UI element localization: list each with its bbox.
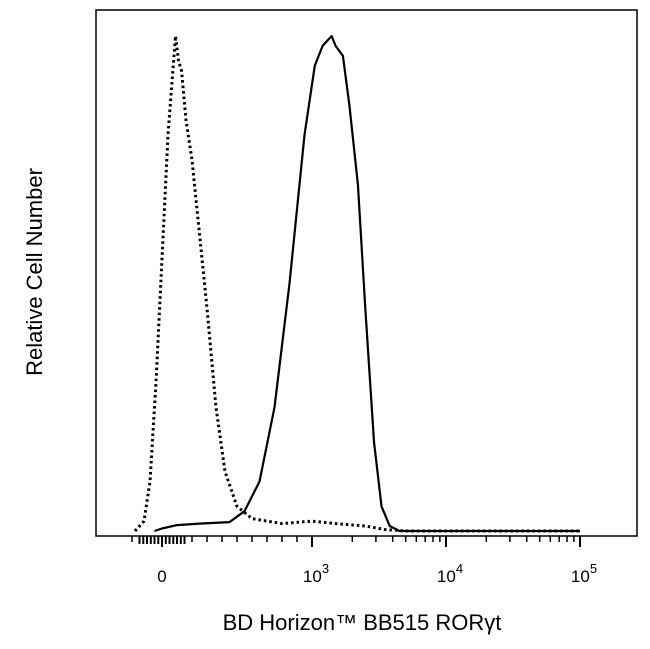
x-axis-label: BD Horizon™ BB515 RORγt	[223, 610, 502, 635]
x-tick-label: 105	[571, 561, 597, 586]
series-layer	[133, 34, 580, 533]
stained-sample-curve	[154, 34, 580, 533]
x-tick-labels: 0 103 104 105	[157, 561, 597, 586]
y-axis-label: Relative Cell Number	[22, 168, 47, 376]
x-tick-label: 103	[303, 561, 329, 586]
plot-frame	[95, 9, 638, 537]
x-tick-label: 104	[437, 561, 463, 586]
x-tick-label: 0	[157, 567, 166, 586]
isotype-control-curve	[133, 34, 580, 533]
x-axis-ticks	[131, 536, 581, 547]
